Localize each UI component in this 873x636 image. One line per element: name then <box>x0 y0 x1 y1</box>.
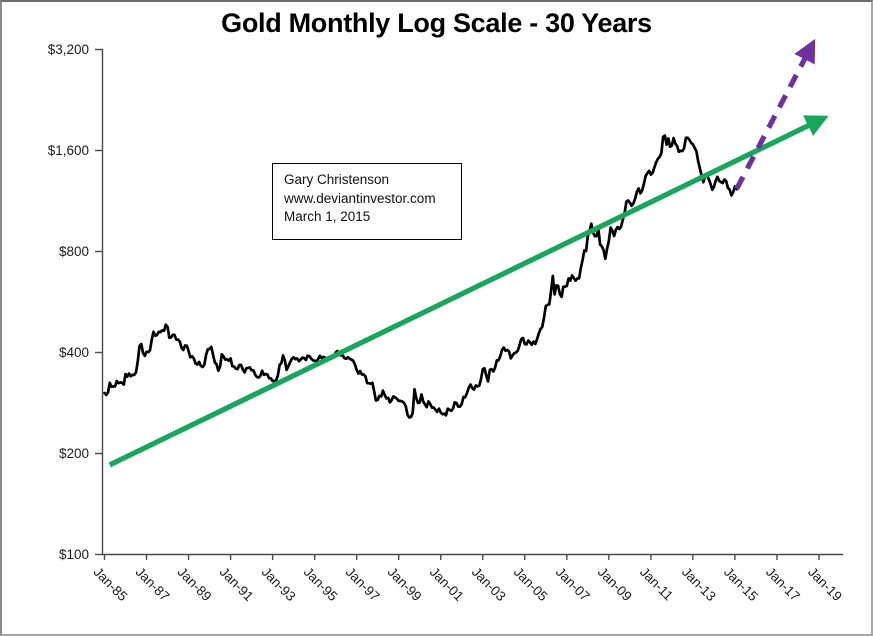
long-term-trend-arrow <box>108 115 829 468</box>
x-tick-label: Jan-19 <box>805 564 845 604</box>
x-tick-label: Jan-05 <box>511 564 551 604</box>
y-tick-label: $100 <box>59 547 89 562</box>
x-tick-label: Jan-01 <box>427 564 467 604</box>
y-tick-label: $1,600 <box>48 143 89 158</box>
x-tick-label: Jan-95 <box>301 564 341 604</box>
annotation-author: Gary Christenson <box>284 172 390 187</box>
x-tick-label: Jan-09 <box>595 564 635 604</box>
x-tick-label: Jan-13 <box>679 564 719 604</box>
x-tick-label: Jan-85 <box>91 564 131 604</box>
x-tick-label: Jan-91 <box>217 564 257 604</box>
chart-title: Gold Monthly Log Scale - 30 Years <box>221 8 652 38</box>
annotation-website: www.deviantinvestor.com <box>284 190 436 206</box>
y-tick-label: $3,200 <box>48 42 89 57</box>
x-tick-label: Jan-03 <box>469 564 509 604</box>
y-tick-label: $400 <box>59 345 89 360</box>
x-tick-label: Jan-99 <box>385 564 425 604</box>
gold-price-line <box>103 134 739 419</box>
y-tick-label: $800 <box>59 244 89 259</box>
x-tick-label: Jan-15 <box>721 564 761 604</box>
annotation-date: March 1, 2015 <box>284 209 371 224</box>
annotation-box: Gary Christenson www.deviantinvestor.com… <box>272 163 462 240</box>
x-tick-label: Jan-11 <box>637 564 676 603</box>
x-tick-label: Jan-89 <box>175 564 215 604</box>
x-tick-label: Jan-07 <box>553 564 593 604</box>
x-tick-label: Jan-17 <box>763 564 803 604</box>
x-tick-label: Jan-97 <box>343 564 383 604</box>
x-tick-label: Jan-87 <box>133 564 173 604</box>
x-tick-label: Jan-93 <box>259 564 299 604</box>
y-tick-label: $200 <box>59 446 89 461</box>
projection-arrow <box>734 38 816 191</box>
